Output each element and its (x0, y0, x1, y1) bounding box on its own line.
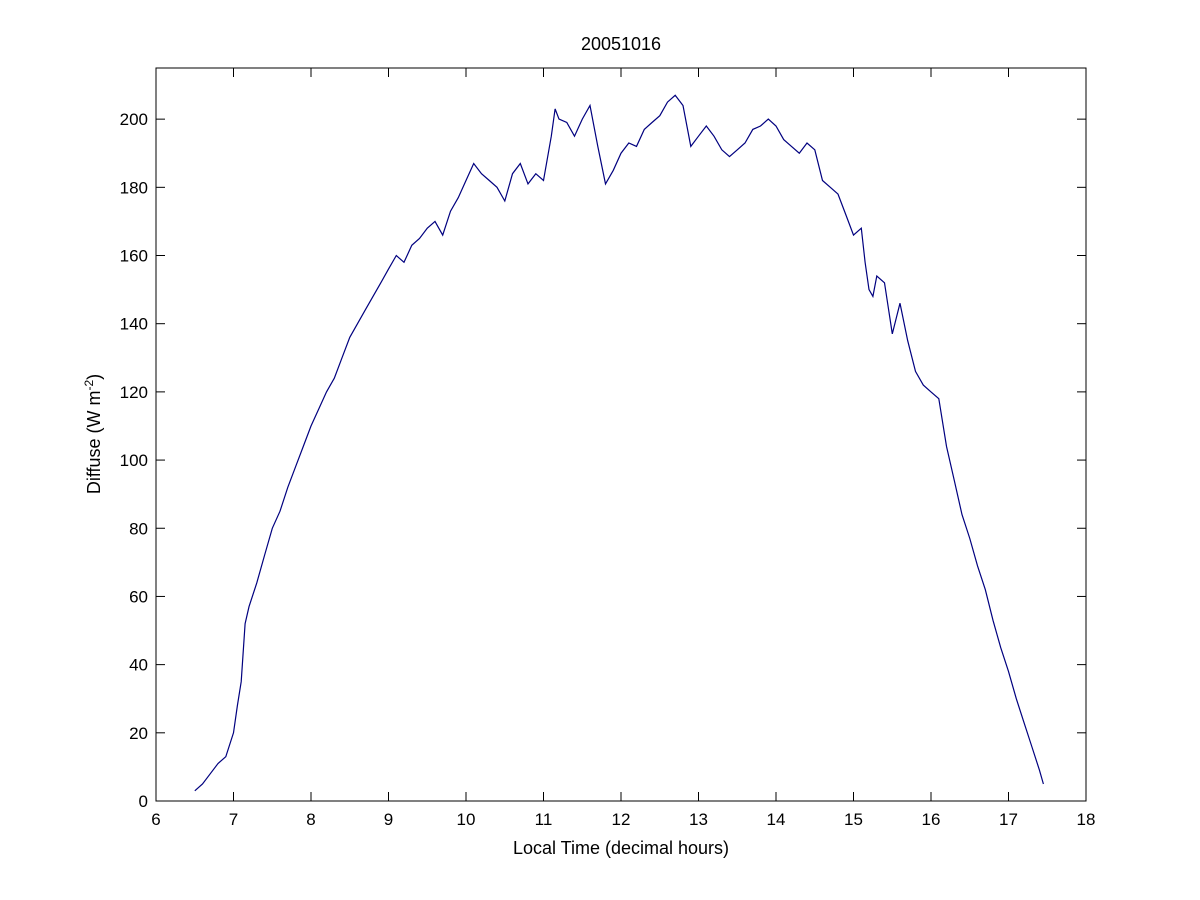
x-tick-label: 6 (151, 810, 160, 829)
y-axis-title-main: Diffuse (W m (84, 390, 104, 494)
x-tick-label: 18 (1077, 810, 1096, 829)
plot-area (155, 67, 1087, 802)
y-axis-title-close: ) (84, 374, 104, 380)
y-tick-label: 80 (129, 519, 148, 538)
x-tick-label: 16 (922, 810, 941, 829)
y-axis-title-superscript: -2 (82, 379, 96, 390)
y-tick-label: 40 (129, 656, 148, 675)
x-tick-label: 17 (999, 810, 1018, 829)
axis-tick-labels: 6 7 8 9 10 11 12 13 14 15 16 17 18020406080100120140… (120, 110, 1096, 829)
y-tick-label: 180 (120, 178, 148, 197)
x-tick-label: 12 (612, 810, 631, 829)
x-tick-label: 11 (535, 810, 553, 829)
y-tick-label: 20 (129, 724, 148, 743)
y-tick-label: 100 (120, 451, 148, 470)
y-tick-label: 60 (129, 587, 148, 606)
diffuse-series-line (194, 94, 1044, 792)
y-tick-label: 120 (120, 383, 148, 402)
x-tick-label: 10 (457, 810, 476, 829)
x-tick-label: 8 (306, 810, 315, 829)
y-tick-label: 160 (120, 247, 148, 266)
y-tick-label: 0 (139, 792, 148, 811)
y-tick-label: 140 (120, 315, 148, 334)
x-tick-label: 13 (689, 810, 708, 829)
x-tick-label: 9 (384, 810, 393, 829)
x-tick-label: 7 (229, 810, 238, 829)
x-tick-label: 14 (767, 810, 786, 829)
chart-title: 20051016 (581, 34, 661, 54)
axis-ticks (155, 68, 1087, 802)
y-tick-label: 200 (120, 110, 148, 129)
y-axis-title: Diffuse (W m-2) (82, 374, 104, 494)
x-axis-title: Local Time (decimal hours) (513, 838, 729, 858)
x-tick-label: 15 (844, 810, 863, 829)
